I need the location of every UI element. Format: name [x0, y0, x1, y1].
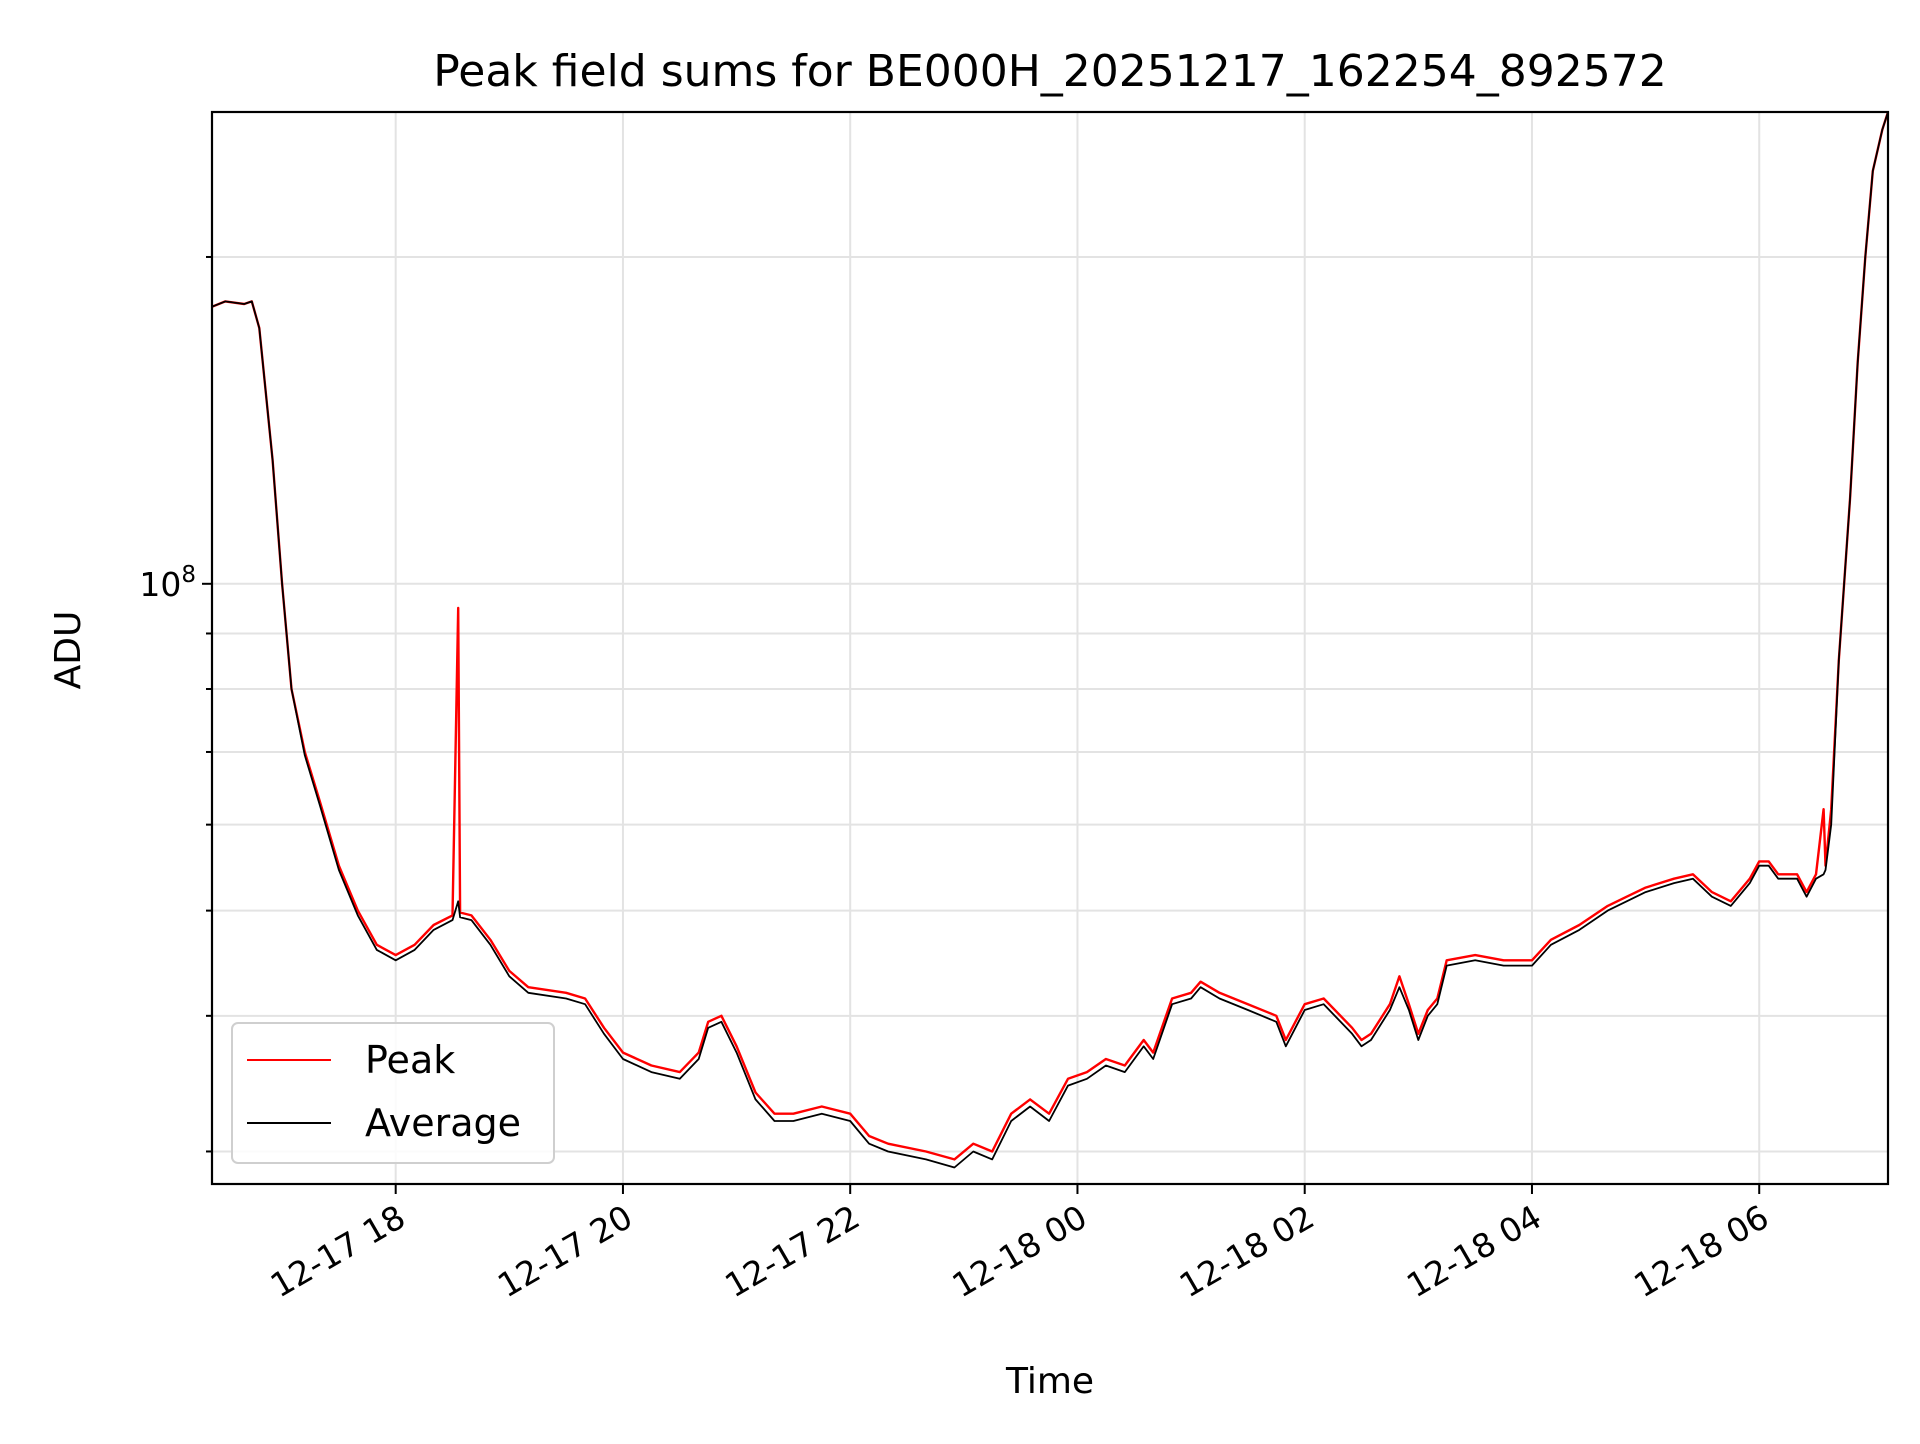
x-axis-label: Time — [1005, 1361, 1094, 1402]
legend-label-average: Average — [365, 1101, 521, 1145]
legend: Peak Average — [231, 1022, 555, 1164]
series-line-peak — [211, 111, 1890, 1161]
grid-layer — [212, 112, 1888, 1184]
series-layer — [211, 111, 1890, 1169]
legend-box — [231, 1022, 555, 1164]
legend-label-peak: Peak — [365, 1038, 455, 1082]
chart-title: Peak field sums for BE000H_20251217_1622… — [433, 46, 1666, 97]
series-line-average — [211, 111, 1889, 1169]
y-axis-label: ADU — [48, 611, 89, 690]
y-tick-label: 108 — [139, 562, 196, 604]
plot-frame — [210, 110, 1890, 1186]
